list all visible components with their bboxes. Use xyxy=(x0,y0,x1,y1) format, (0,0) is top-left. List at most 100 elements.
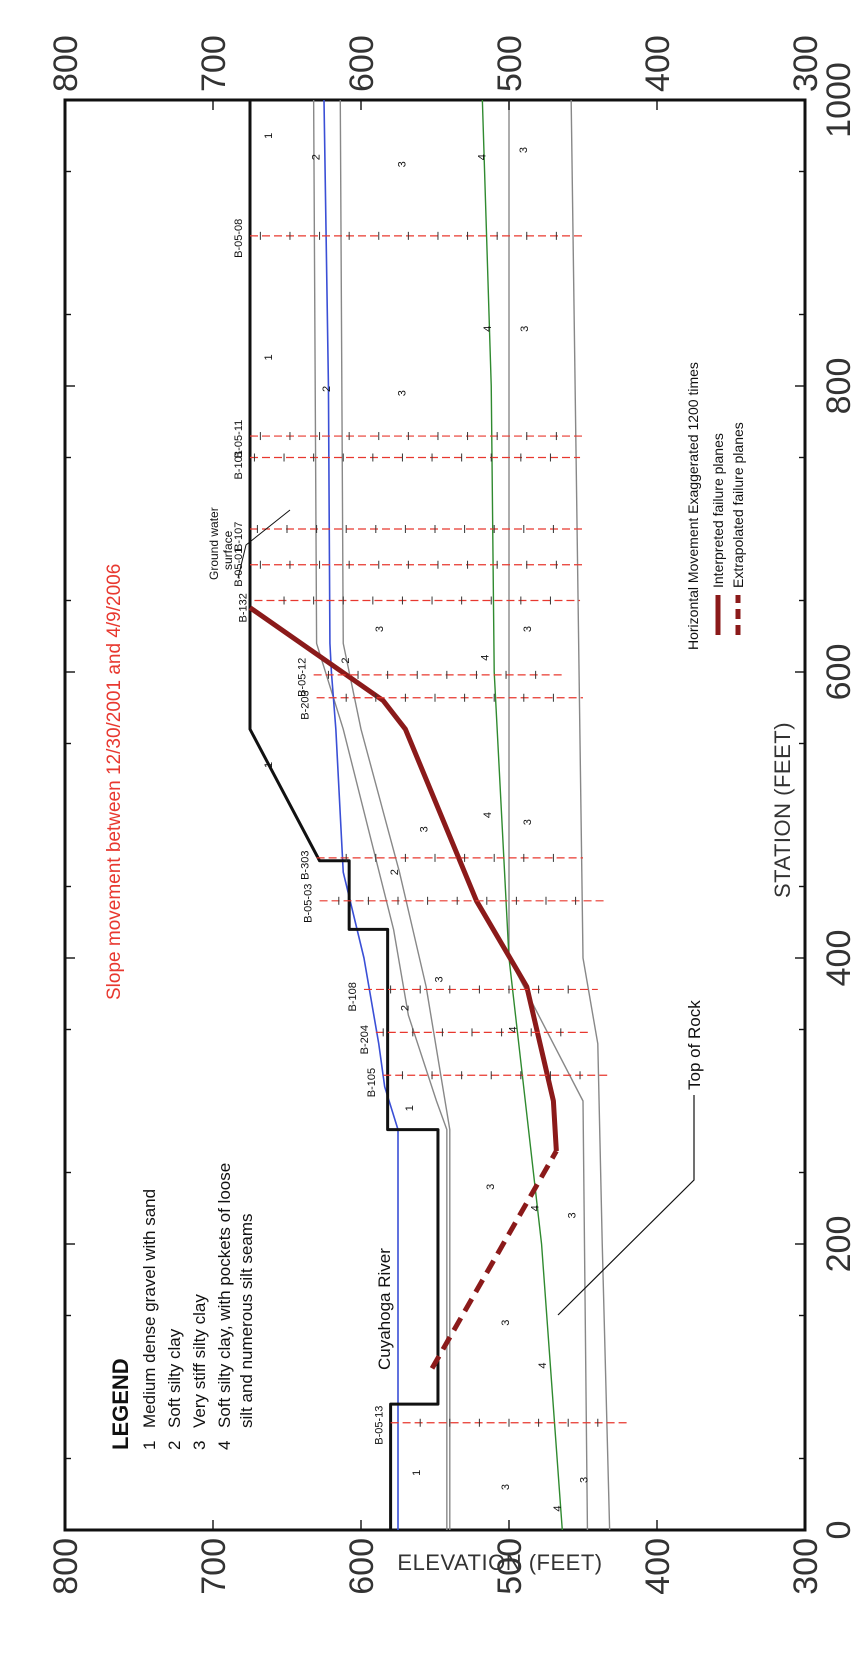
soil-number-label: 3 xyxy=(396,390,408,396)
groundwater-label-line1: Ground water xyxy=(207,507,221,580)
legend-item-2-text: Soft silty clay xyxy=(165,1328,184,1428)
y-tick-label-right: 500 xyxy=(491,35,529,92)
groundwater-leader xyxy=(237,509,291,579)
boring-label: B-108 xyxy=(347,982,359,1011)
y-tick-label-left: 400 xyxy=(639,1538,677,1595)
soil-number-label: 3 xyxy=(419,826,431,832)
soil-number-label: 3 xyxy=(522,626,534,632)
chart-title: Slope movement between 12/30/2001 and 4/… xyxy=(104,564,125,1000)
exaggeration-note: Horizontal Movement Exaggerated 1200 tim… xyxy=(685,362,701,650)
extrapolated-failure-plane xyxy=(429,1149,559,1370)
y-tick-label-right: 300 xyxy=(787,35,825,92)
borings: B-05-13B-105B-204B-108B-05-03B-303B-203B… xyxy=(233,219,628,1445)
soil-number-label: 3 xyxy=(500,1320,512,1326)
legend-item-3-num: 3 xyxy=(190,1441,209,1450)
legend-item-4-text-line2: silt and numerous silt seams xyxy=(237,1214,256,1428)
soil-number-label: 3 xyxy=(396,161,408,167)
y-tick-label-right: 400 xyxy=(639,35,677,92)
soil-number-label: 1 xyxy=(263,133,275,139)
boring-label: B-05-13 xyxy=(374,1406,386,1445)
soil-number-label: 4 xyxy=(507,1026,519,1032)
layer-4-boundary-line xyxy=(481,99,563,1531)
river-label: Cuyahoga River xyxy=(375,1248,394,1370)
legend-item-3-text: Very stiff silty clay xyxy=(190,1294,209,1428)
soil-number-label: 4 xyxy=(482,812,494,818)
boring-label: B-303 xyxy=(300,851,312,880)
boring-label: B-203 xyxy=(300,690,312,719)
x-tick-label: 800 xyxy=(820,358,858,415)
y-tick-label-right: 600 xyxy=(343,35,381,92)
interpreted-key-label: Interpreted failure planes xyxy=(710,433,726,588)
x-tick-label: 600 xyxy=(820,644,858,701)
boring-label: B-05-03 xyxy=(303,884,315,923)
x-tick-label: 400 xyxy=(820,930,858,987)
rotated-plot: B-05-13B-105B-204B-108B-05-03B-303B-203B… xyxy=(47,35,858,1594)
y-tick-label-left: 800 xyxy=(47,1538,85,1595)
soil-number-label: 1 xyxy=(404,1105,416,1111)
soil-number-label: 1 xyxy=(263,762,275,768)
soil-number-label: 4 xyxy=(476,154,488,160)
rock-leader xyxy=(557,1095,695,1316)
soil-number-label: 2 xyxy=(340,657,352,663)
boring-label: B-132 xyxy=(237,593,249,622)
legend-title: LEGEND xyxy=(108,1358,133,1450)
y-tick-label-right: 700 xyxy=(195,35,233,92)
soil-number-label: 3 xyxy=(519,326,531,332)
y-tick-label-right: 800 xyxy=(47,35,85,92)
boring-label: B-107 xyxy=(233,522,245,551)
soil-number-label: 3 xyxy=(433,976,445,982)
soil-number-label: 1 xyxy=(411,1470,423,1476)
boring-label: B-105 xyxy=(366,1068,378,1097)
soil-layers xyxy=(248,99,611,1531)
x-axis-label: STATION (FEET) xyxy=(770,722,795,898)
soil-number-label: 2 xyxy=(399,1005,411,1011)
plot-frame xyxy=(63,98,807,1532)
boring-label: B-204 xyxy=(359,1025,371,1054)
soil-number-label: 4 xyxy=(530,1205,542,1211)
ground-surface-line xyxy=(248,100,440,1530)
y-tick-label-left: 600 xyxy=(343,1538,381,1595)
legend-item-1-num: 1 xyxy=(140,1441,159,1450)
soil-number-label: 1 xyxy=(263,354,275,360)
soil-number-label: 3 xyxy=(485,1184,497,1190)
soil-number-label: 3 xyxy=(567,1212,579,1218)
boring-label: B-05-08 xyxy=(233,219,245,258)
soil-number-label: 3 xyxy=(500,1484,512,1490)
groundwater-label-line2: surface xyxy=(221,530,235,570)
x-tick-label: 1000 xyxy=(820,62,858,138)
legend: LEGEND 1 Medium dense gravel with sand 2… xyxy=(108,1163,256,1450)
legend-item-1-text: Medium dense gravel with sand xyxy=(140,1189,159,1428)
boring-label: B-05-12 xyxy=(297,658,309,697)
y-axis-label: ELEVATION (FEET) xyxy=(397,1550,602,1575)
rock-label: Top of Rock xyxy=(685,1000,704,1090)
boring-label: B-101 xyxy=(233,450,245,479)
y-tick-label-left: 300 xyxy=(787,1538,825,1595)
legend-item-4-num: 4 xyxy=(215,1441,234,1450)
y-tick-label-left: 700 xyxy=(195,1538,233,1595)
legend-item-2-num: 2 xyxy=(165,1441,184,1450)
soil-number-label: 3 xyxy=(522,819,534,825)
failure-plane-key: Horizontal Movement Exaggerated 1200 tim… xyxy=(685,362,746,650)
soil-number-label: 3 xyxy=(518,147,530,153)
y-tick-label-left: 500 xyxy=(491,1538,529,1595)
extrapolated-key-label: Extrapolated failure planes xyxy=(730,422,746,588)
layer-2-3-boundary-line xyxy=(339,99,451,1530)
soil-number-label: 3 xyxy=(578,1477,590,1483)
soil-number-label: 2 xyxy=(389,869,401,875)
layer-boundary-lower xyxy=(508,100,589,1531)
top-of-rock-line xyxy=(570,99,611,1531)
soil-number-label: 4 xyxy=(479,655,491,661)
soil-number-label: 4 xyxy=(482,326,494,332)
boring-label: B-05-01 xyxy=(233,548,245,587)
soil-number-label: 3 xyxy=(374,626,386,632)
soil-number-label: 4 xyxy=(537,1362,549,1368)
soil-number-label: 2 xyxy=(311,154,323,160)
boring-label: B-05-11 xyxy=(233,420,245,458)
legend-item-4-text-line1: Soft silty clay, with pockets of loose xyxy=(215,1163,234,1428)
x-tick-label: 0 xyxy=(820,1521,858,1540)
soil-number-label: 4 xyxy=(552,1505,564,1511)
soil-numbers: 1 3 4 3 4 3 3 4 3 1 2 3 4 2 3 4 3 1 2 3 4 3 1 2 3 4 3 1 2 3 4 3 xyxy=(263,133,590,1512)
axis-ticks: 0200400600800100030030040040050050060060… xyxy=(47,35,858,1594)
